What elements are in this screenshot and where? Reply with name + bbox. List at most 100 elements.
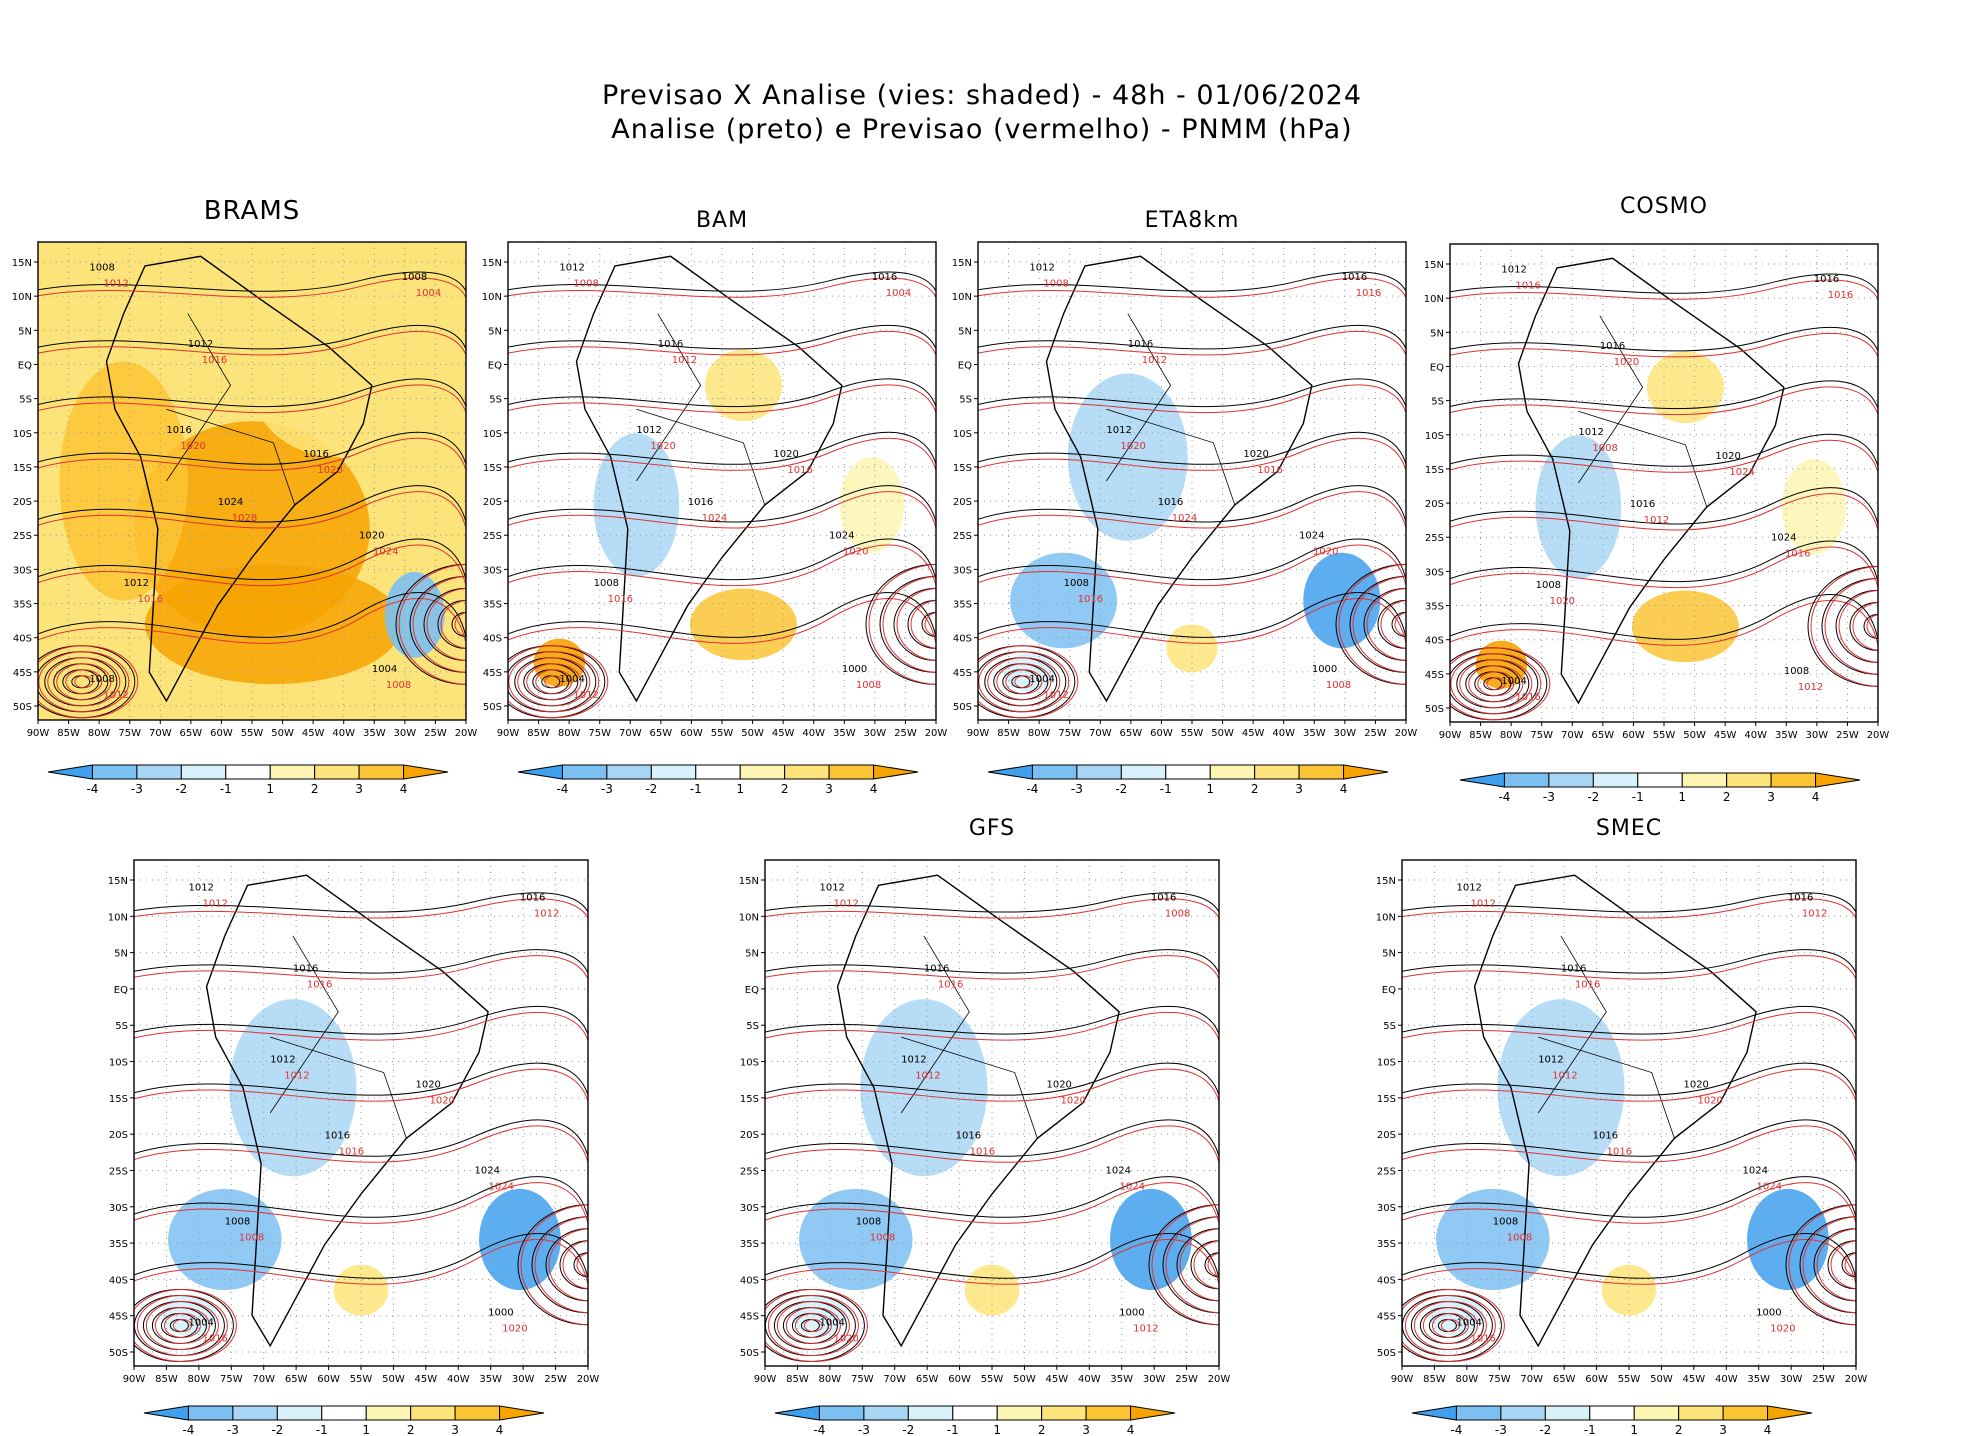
- lon-label: 40W: [447, 1374, 470, 1385]
- analysis-contour-label: 1016: [303, 449, 328, 460]
- colorbar-label: -4: [1498, 790, 1510, 804]
- colorbar-label: -3: [858, 1423, 870, 1436]
- lat-label: 10N: [108, 912, 128, 923]
- forecast-contour-label: 1020: [180, 441, 205, 452]
- bias-region: [1475, 640, 1528, 689]
- forecast-contour-label: 1024: [1757, 1182, 1782, 1193]
- country-border: [166, 313, 232, 482]
- colorbar-segment: [1120, 764, 1167, 780]
- lat-label: 40S: [740, 1275, 759, 1286]
- forecast-contour-label: 1020: [833, 1334, 858, 1345]
- lon-label: 45W: [1714, 730, 1737, 741]
- forecast-contour-label: 1008: [239, 1232, 264, 1243]
- colorbar-label: 4: [1127, 1423, 1135, 1436]
- analysis-contour-label: 1020: [359, 530, 384, 541]
- lat-label: 15N: [1424, 260, 1444, 271]
- low-pressure-ring: [1785, 1204, 1856, 1326]
- low-pressure-ring: [1807, 565, 1878, 687]
- low-pressure-ring: [145, 1301, 219, 1351]
- lat-label: 20S: [740, 1130, 759, 1141]
- lat-label: 50S: [483, 702, 502, 713]
- forecast-isobar: [1402, 955, 1856, 980]
- bias-region: [1436, 1188, 1550, 1291]
- colorbar-segment: [1076, 764, 1122, 780]
- analysis-contour-label: 1008: [402, 272, 427, 283]
- colorbar-label: -3: [1495, 1423, 1507, 1436]
- low-pressure-ring: [1863, 613, 1878, 639]
- lat-label: 15S: [1377, 1094, 1396, 1105]
- low-pressure-ring: [38, 645, 139, 719]
- low-pressure-ring: [440, 600, 466, 649]
- country-border: [166, 408, 296, 506]
- bias-region: [860, 999, 988, 1177]
- colorbar-label: -1: [220, 782, 232, 796]
- forecast-contour-label: 1016: [1607, 1146, 1632, 1157]
- analysis-contour-label: 1004: [188, 1318, 213, 1329]
- forecast-isobar: [134, 1125, 588, 1163]
- bias-region: [839, 457, 904, 553]
- forecast-isobar: [134, 898, 588, 919]
- low-pressure-ring: [1450, 653, 1542, 715]
- lat-label: 10S: [1425, 431, 1444, 442]
- forecast-contour-label: 1008: [1043, 279, 1068, 290]
- forecast-contour-label: 1008: [1507, 1232, 1532, 1243]
- low-pressure-ring: [520, 1204, 588, 1326]
- colorbar-segment: [187, 1405, 234, 1421]
- analysis-contour-label: 1024: [1106, 1166, 1131, 1177]
- lon-label: 55W: [981, 1374, 1004, 1385]
- colorbar-arrow-left: [987, 764, 1033, 780]
- analysis-contour-label: 1004: [559, 674, 584, 685]
- analysis-isobar: [508, 271, 936, 292]
- bias-region: [689, 588, 797, 661]
- lat-label: 35S: [740, 1239, 759, 1250]
- forecast-isobar: [765, 1012, 1219, 1041]
- colorbar-label: -1: [316, 1423, 328, 1436]
- analysis-contour-label: 1016: [1600, 341, 1625, 352]
- analysis-isobar: [508, 325, 936, 350]
- low-pressure-ring: [776, 1301, 850, 1351]
- lat-label: 45S: [483, 668, 502, 679]
- lon-label: 20W: [1867, 730, 1890, 741]
- forecast-contour-label: 1016: [307, 979, 332, 990]
- bias-region: [533, 638, 586, 687]
- forecast-contour-label: 1016: [787, 465, 812, 476]
- forecast-isobar: [978, 384, 1406, 414]
- forecast-isobar: [765, 1182, 1219, 1224]
- colorbar-arrow-right: [873, 764, 919, 780]
- lon-label: 25W: [1812, 1374, 1835, 1385]
- low-pressure-ring: [882, 575, 936, 673]
- colorbar-segment: [276, 1405, 323, 1421]
- analysis-isobar: [1402, 949, 1856, 974]
- low-pressure-ring: [1190, 1240, 1219, 1290]
- lon-label: 80W: [188, 1374, 211, 1385]
- colorbar-segment: [828, 764, 875, 780]
- forecast-isobar: [38, 544, 466, 587]
- analysis-contour-label: 1012: [1029, 263, 1054, 274]
- analysis-contour-label: 1016: [1128, 339, 1153, 350]
- lon-label: 85W: [1469, 730, 1492, 741]
- colorbar-label: -2: [1115, 782, 1127, 796]
- low-pressure-ring: [534, 1216, 588, 1314]
- lon-label: 70W: [883, 1374, 906, 1385]
- analysis-contour-label: 1020: [1715, 451, 1740, 462]
- analysis-contour-label: 1016: [956, 1130, 981, 1141]
- forecast-contour-label: 1024: [373, 546, 398, 557]
- lat-label: 45S: [953, 668, 972, 679]
- lat-label: 15N: [739, 876, 759, 887]
- low-pressure-ring: [1352, 575, 1406, 673]
- low-pressure-ring: [785, 1307, 841, 1345]
- colorbar-arrow-left: [1459, 772, 1505, 788]
- lat-label: EQ: [18, 360, 32, 371]
- low-pressure-ring: [508, 651, 600, 713]
- panel-title-brams: BRAMS: [203, 196, 301, 226]
- lon-label: 60W: [1622, 730, 1645, 741]
- colorbar: -4 -3 -2 -1 1 2 3 4: [143, 1405, 545, 1436]
- low-pressure-ring: [1162, 1216, 1219, 1314]
- forecast-isobar: [508, 598, 936, 644]
- continent-outline: [1517, 257, 1785, 705]
- lon-label: 55W: [1181, 728, 1204, 739]
- lon-label: 65W: [916, 1374, 939, 1385]
- low-pressure-ring: [987, 657, 1061, 707]
- forecast-isobar: [1402, 1012, 1856, 1041]
- colorbar-label: -3: [131, 782, 143, 796]
